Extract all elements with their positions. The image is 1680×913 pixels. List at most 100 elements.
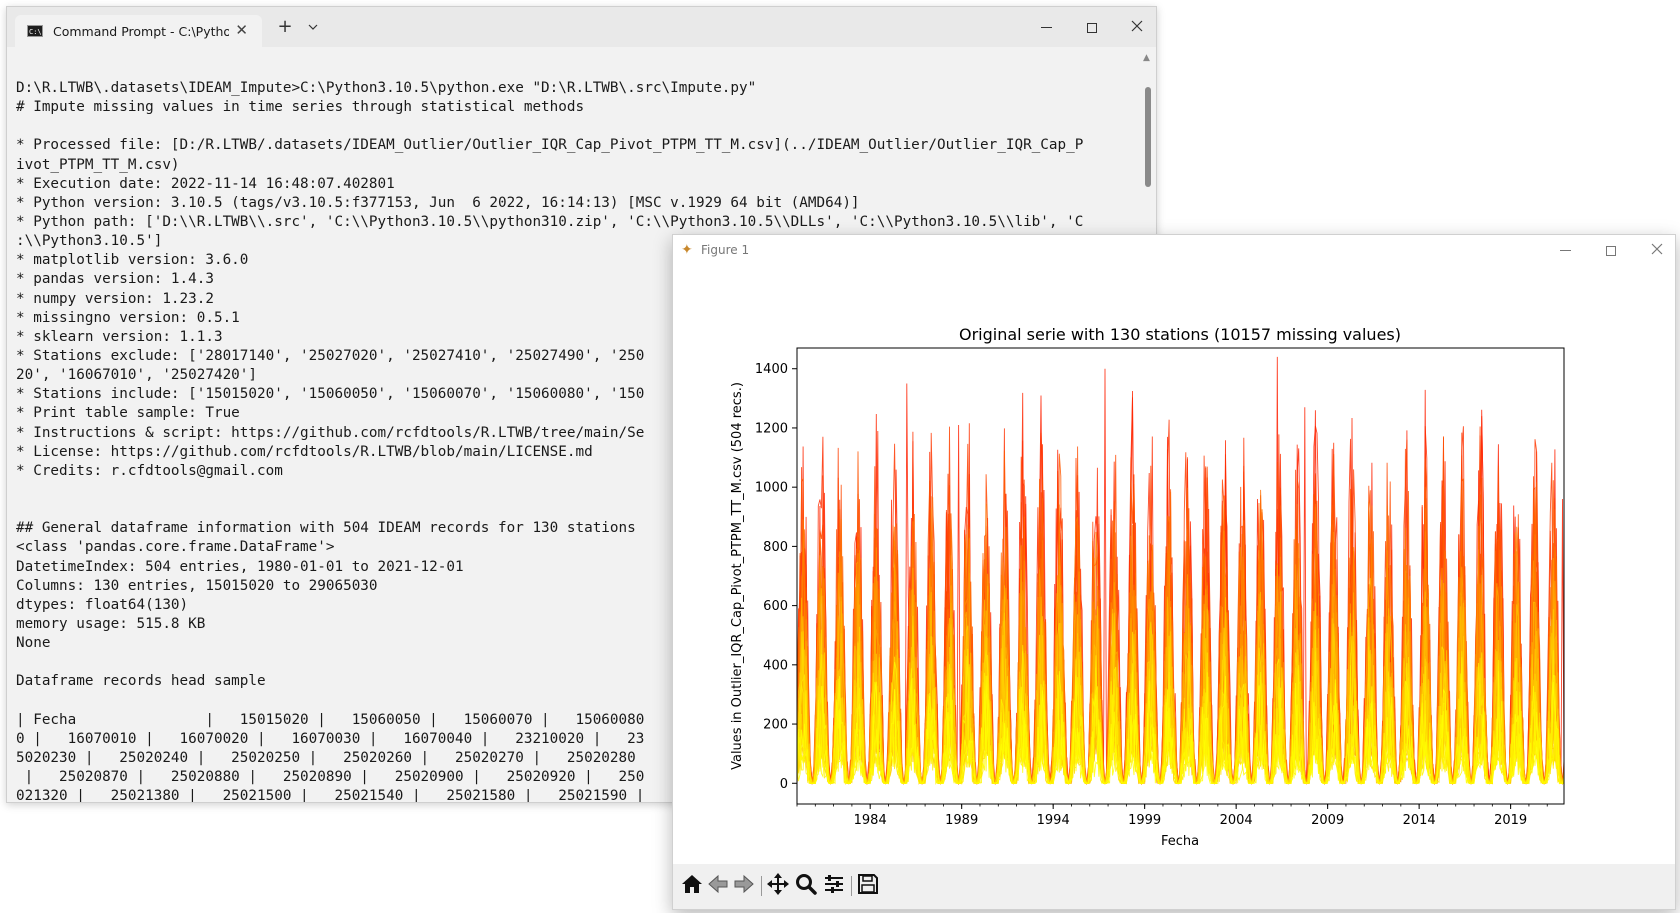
- terminal-line: * Python path: ['D:\\R.LTWB\\.src', 'C:\…: [16, 213, 1084, 230]
- terminal-line: * Python version: 3.10.5 (tags/v3.10.5:f…: [16, 194, 860, 211]
- terminal-line: 0 | 16070010 | 16070020 | 16070030 | 160…: [16, 730, 645, 747]
- terminal-line: * pandas version: 1.4.3: [16, 271, 214, 288]
- chevron-down-icon: [308, 24, 318, 30]
- save-icon: [858, 874, 878, 894]
- figure-minimize-button[interactable]: [1553, 240, 1577, 260]
- maximize-icon: [1606, 245, 1616, 256]
- maximize-button[interactable]: [1080, 17, 1104, 37]
- x-tick-label: 2009: [1311, 813, 1344, 828]
- chart-title: Original serie with 130 stations (10157 …: [959, 325, 1401, 344]
- terminal-line: * License: https://github.com/rcfdtools/…: [16, 443, 593, 460]
- terminal-line: * Stations exclude: ['28017140', '250270…: [16, 347, 645, 364]
- x-axis-label: Fecha: [1161, 834, 1199, 849]
- terminal-line: Columns: 130 entries, 15015020 to 290650…: [16, 577, 378, 594]
- figure-canvas[interactable]: 0 200 400 600 800 1000 1200 1400 1984 1989 1994 19…: [673, 265, 1675, 864]
- terminal-line: DatetimeIndex: 504 entries, 1980-01-01 t…: [16, 558, 464, 575]
- figure-close-button[interactable]: [1645, 240, 1669, 260]
- y-tick-label: 400: [763, 658, 788, 673]
- configure-icon: [825, 875, 843, 893]
- figure-maximize-button[interactable]: [1599, 240, 1623, 260]
- x-axis: 1984 1989 1994 1999 2004 2009 2014 2019: [796, 804, 1548, 828]
- command-prompt-icon: C:\: [27, 25, 43, 37]
- terminal-output[interactable]: D:\R.LTWB\.datasets\IDEAM_Impute>C:\Pyth…: [7, 47, 1140, 802]
- y-tick-label: 200: [763, 718, 788, 733]
- terminal-line: | 25020870 | 25020880 | 25020890 | 25020…: [16, 769, 645, 786]
- close-button[interactable]: [1125, 17, 1149, 37]
- y-tick-label: 0: [780, 777, 788, 792]
- toolbar-separator: [761, 876, 762, 896]
- terminal-line: * Stations include: ['15015020', '150600…: [16, 386, 645, 403]
- zoom-icon: [796, 874, 817, 895]
- terminal-line: Dataframe records head sample: [16, 673, 266, 690]
- figure-titlebar: ✦ Figure 1: [673, 235, 1675, 265]
- terminal-line: 021320 | 25021380 | 25021500 | 25021540 …: [16, 788, 645, 802]
- y-axis-label: Values in Outlier_IQR_Cap_Pivot_PTPM_TT_…: [730, 382, 745, 770]
- x-tick-label: 1994: [1037, 813, 1070, 828]
- y-tick-label: 1400: [755, 362, 788, 377]
- y-tick-label: 1000: [755, 481, 788, 496]
- terminal-line: * sklearn version: 1.1.3: [16, 328, 223, 345]
- maximize-icon: [1087, 22, 1097, 33]
- close-tab-icon[interactable]: ✕: [235, 21, 248, 39]
- new-tab-button[interactable]: +: [277, 16, 293, 37]
- save-button[interactable]: [855, 872, 881, 898]
- x-tick-label: 1984: [854, 813, 887, 828]
- terminal-line: * Execution date: 2022-11-14 16:48:07.40…: [16, 175, 395, 192]
- terminal-line: <class 'pandas.core.frame.DataFrame'>: [16, 539, 335, 556]
- terminal-line: memory usage: 515.8 KB: [16, 615, 206, 632]
- close-icon: [1651, 243, 1663, 255]
- y-tick-label: 600: [763, 599, 788, 614]
- home-button[interactable]: [679, 872, 705, 898]
- configure-subplots-button[interactable]: [821, 872, 847, 898]
- figure-title: Figure 1: [701, 243, 750, 257]
- x-tick-label: 1989: [945, 813, 978, 828]
- figure-toolbar: [673, 864, 1675, 909]
- pan-button[interactable]: [765, 872, 791, 898]
- y-tick-label: 800: [763, 540, 788, 555]
- back-button[interactable]: [705, 872, 731, 898]
- terminal-line: None: [16, 635, 51, 652]
- x-tick-label: 2004: [1220, 813, 1253, 828]
- terminal-line: D:\R.LTWB\.datasets\IDEAM_Impute>C:\Pyth…: [16, 80, 757, 96]
- pan-icon: [767, 873, 789, 895]
- y-axis: 0 200 400 600 800 1000 1200 1400: [755, 362, 797, 792]
- terminal-line: 5020230 | 25020240 | 25020250 | 25020260…: [16, 749, 636, 766]
- forward-button[interactable]: [731, 872, 757, 898]
- terminal-line: * Credits: r.cfdtools@gmail.com: [16, 462, 283, 479]
- terminal-line: * Instructions & script: https://github.…: [16, 424, 645, 441]
- terminal-line: * numpy version: 1.23.2: [16, 290, 214, 307]
- x-tick-label: 1999: [1128, 813, 1161, 828]
- plot-frame: [796, 347, 1565, 805]
- x-tick-label: 2014: [1403, 813, 1436, 828]
- terminal-line: # Impute missing values in time series t…: [16, 99, 585, 116]
- y-tick-label: 1200: [755, 421, 788, 436]
- terminal-line: * missingno version: 0.5.1: [16, 309, 240, 326]
- close-icon: [1131, 20, 1143, 32]
- terminal-line: * Print table sample: True: [16, 405, 240, 422]
- terminal-line: [16, 117, 1140, 136]
- zoom-button[interactable]: [793, 872, 819, 898]
- terminal-line: dtypes: float64(130): [16, 596, 189, 613]
- chart: 0 200 400 600 800 1000 1200 1400 1984 1989 1994 19…: [730, 325, 1565, 849]
- series-layer: [797, 356, 1564, 786]
- minimize-icon: [1559, 250, 1571, 251]
- home-icon: [682, 875, 702, 893]
- scrollbar-thumb[interactable]: [1145, 87, 1151, 187]
- scroll-up-icon[interactable]: ▲: [1143, 53, 1150, 63]
- figure-window: ✦ Figure 1 0 200 400 600 800 1000 1200 1400 198…: [672, 234, 1676, 910]
- terminal-line: ivot_PTPM_TT_M.csv): [16, 156, 180, 173]
- minimize-button[interactable]: [1034, 17, 1058, 37]
- terminal-tab[interactable]: C:\ Command Prompt - C:\Pythor ✕: [15, 15, 262, 47]
- tab-title: Command Prompt - C:\Pythor: [53, 23, 229, 39]
- tab-dropdown-button[interactable]: [301, 17, 325, 37]
- minimize-icon: [1040, 27, 1052, 28]
- forward-icon: [734, 874, 754, 894]
- terminal-line: | Fecha | 15015020 | 15060050 | 15060070…: [16, 711, 645, 728]
- terminal-line: 20', '16067010', '25027420']: [16, 367, 258, 384]
- terminal-line: :\\Python3.10.5']: [16, 233, 163, 250]
- terminal-line: * Processed file: [D:/R.LTWB/.datasets/I…: [16, 137, 1084, 154]
- toolbar-separator: [851, 876, 852, 896]
- series-line: [797, 671, 1564, 785]
- terminal-titlebar: C:\ Command Prompt - C:\Pythor ✕ +: [7, 7, 1156, 47]
- back-icon: [708, 874, 728, 894]
